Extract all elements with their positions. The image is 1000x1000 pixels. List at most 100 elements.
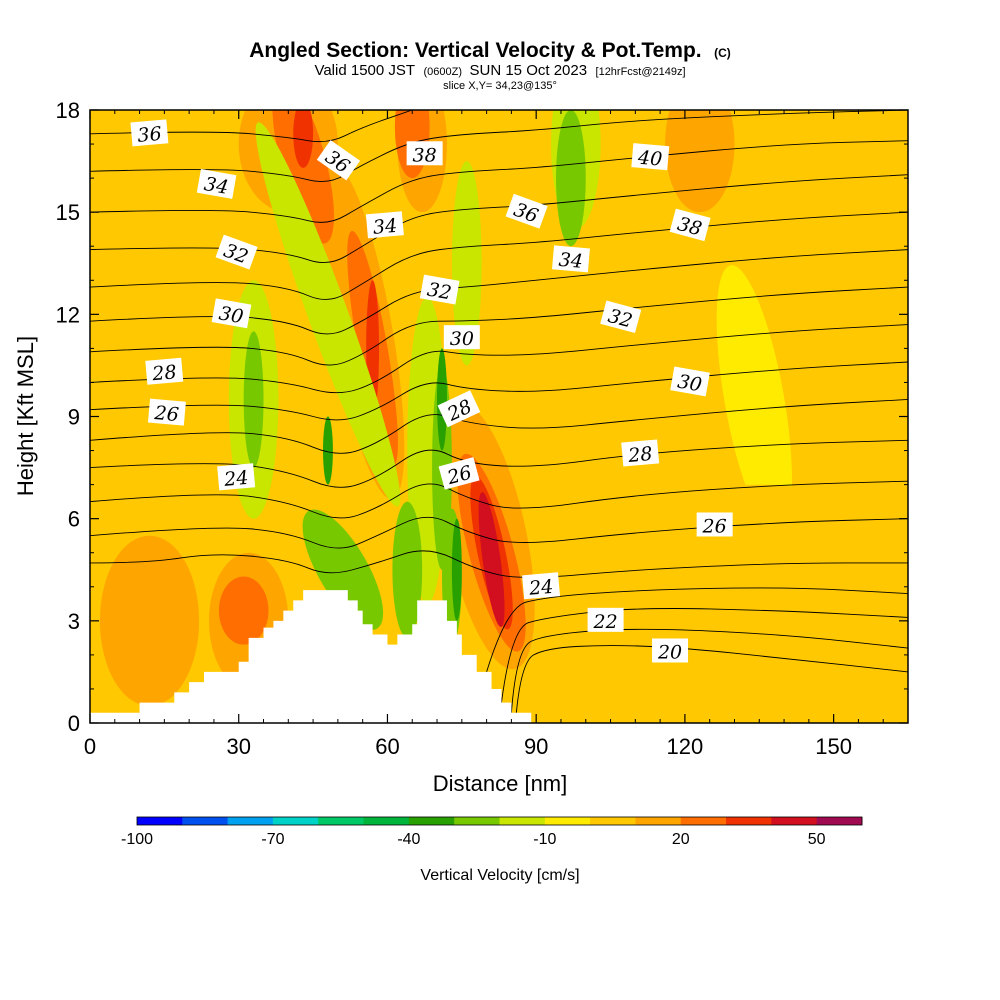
contour-label-text: 26 xyxy=(153,402,180,426)
contour-label-box xyxy=(316,140,361,181)
x-tick-label: 0 xyxy=(84,734,96,759)
utc-time-label: (0600Z) xyxy=(424,66,463,78)
velocity-region-34 xyxy=(302,509,384,631)
contour-label-text: 28 xyxy=(150,361,177,385)
y-tick-label: 0 xyxy=(68,711,80,736)
x-tick-label: 120 xyxy=(667,734,704,759)
contour-label-1: 34 xyxy=(196,168,237,199)
theta-line-24 xyxy=(90,550,908,578)
contour-label-4: 28 xyxy=(145,357,184,385)
theta-line-26 xyxy=(90,480,908,519)
contour-label-text: 40 xyxy=(636,147,663,171)
theta-line-27 xyxy=(90,439,908,488)
colorbar-tick-label: -70 xyxy=(261,831,284,848)
colorbar-swatch-4 xyxy=(318,817,365,825)
x-tick-label: 30 xyxy=(226,734,250,759)
theta-line-25 xyxy=(90,516,908,549)
chart-title-line: Angled Section: Vertical Velocity & Pot.… xyxy=(249,39,731,62)
velocity-region-5 xyxy=(635,484,884,587)
contour-label-box xyxy=(196,168,237,199)
velocity-region-10 xyxy=(793,569,854,706)
velocity-region-8 xyxy=(813,110,874,400)
y-tick-label: 12 xyxy=(56,302,80,327)
contour-label-8: 38 xyxy=(406,141,443,166)
colorbar-swatch-14 xyxy=(771,817,818,825)
contour-label-box xyxy=(365,211,404,239)
contour-label-text: 28 xyxy=(626,443,653,467)
chart-subtitle-line: Valid 1500 JST (0600Z) SUN 15 Oct 2023 [… xyxy=(314,62,685,79)
colorbar-swatch-9 xyxy=(544,817,591,825)
contour-label-20: 30 xyxy=(670,366,710,397)
colorbar-swatch-8 xyxy=(499,817,546,825)
theta-line-28 xyxy=(90,399,908,454)
theta-line-37 xyxy=(90,110,413,143)
contour-label-6: 24 xyxy=(217,463,256,491)
colorbar-frame xyxy=(136,816,863,826)
contour-label-0: 36 xyxy=(130,119,169,147)
contour-label-2: 32 xyxy=(215,234,258,270)
contour-label-text: 34 xyxy=(372,215,398,239)
contour-label-text: 30 xyxy=(676,370,704,396)
contour-label-box xyxy=(551,245,590,273)
valid-time-label: Valid 1500 JST xyxy=(314,62,415,79)
contour-label-18: 34 xyxy=(551,245,590,273)
velocity-region-32 xyxy=(556,110,586,247)
x-tick-label: 60 xyxy=(375,734,399,759)
contour-label-box xyxy=(438,457,480,490)
contour-label-box xyxy=(437,390,481,428)
contour-label-9: 34 xyxy=(365,211,404,239)
colorbar-swatch-15 xyxy=(816,817,863,825)
contour-label-text: 30 xyxy=(450,328,474,350)
contour-label-box xyxy=(419,274,460,305)
slice-label: slice X,Y= 34,23@135° xyxy=(443,80,557,92)
velocity-region-9 xyxy=(650,229,690,468)
x-tick-label: 90 xyxy=(524,734,548,759)
velocity-region-33 xyxy=(243,331,264,468)
colorbar-swatch-0 xyxy=(137,817,183,825)
theta-line-20 xyxy=(515,645,908,713)
contour-label-box xyxy=(147,398,186,426)
velocity-region-23 xyxy=(293,110,314,168)
contour-label-5: 26 xyxy=(147,398,186,426)
terrain xyxy=(90,590,532,723)
contour-label-24: 20 xyxy=(652,638,689,663)
contour-label-11: 30 xyxy=(443,325,480,350)
contour-label-box xyxy=(621,439,660,467)
contour-label-text: 24 xyxy=(527,576,554,600)
contour-label-box xyxy=(600,300,642,334)
theta-line-31 xyxy=(90,286,908,366)
contour-label-14: 24 xyxy=(522,572,561,600)
contour-label-box xyxy=(522,572,561,600)
contour-label-text: 22 xyxy=(592,611,617,633)
theta-line-36 xyxy=(90,110,908,182)
velocity-region-31 xyxy=(451,161,482,366)
contour-label-box xyxy=(505,193,548,229)
chart-title: Angled Section: Vertical Velocity & Pot.… xyxy=(249,39,701,62)
theta-line-35 xyxy=(90,140,908,223)
colorbar-tick-label: 50 xyxy=(808,831,826,848)
theta-line-23 xyxy=(486,587,908,673)
colorbar-swatch-6 xyxy=(408,817,455,825)
colorbar-label: Vertical Velocity [cm/s] xyxy=(420,867,579,884)
contour-label-box xyxy=(215,234,258,270)
y-tick-label: 3 xyxy=(68,609,80,634)
colorbar-tick-label: -40 xyxy=(397,831,420,848)
contour-label-text: 36 xyxy=(137,123,163,147)
contour-label-box xyxy=(217,463,256,491)
colorbar-swatch-12 xyxy=(680,817,727,825)
contour-label-box xyxy=(443,325,480,350)
velocity-region-28 xyxy=(255,122,401,507)
x-axis-label: Distance [nm] xyxy=(433,771,568,796)
chart-title-unit: (C) xyxy=(714,46,731,60)
contour-label-3: 30 xyxy=(211,298,252,329)
velocity-region-21 xyxy=(218,576,269,645)
velocity-region-39 xyxy=(451,518,462,621)
x-tick-label: 150 xyxy=(815,734,852,759)
velocity-region-35 xyxy=(392,501,423,638)
colorbar-swatch-7 xyxy=(454,817,500,825)
contour-label-text: 34 xyxy=(202,173,230,199)
